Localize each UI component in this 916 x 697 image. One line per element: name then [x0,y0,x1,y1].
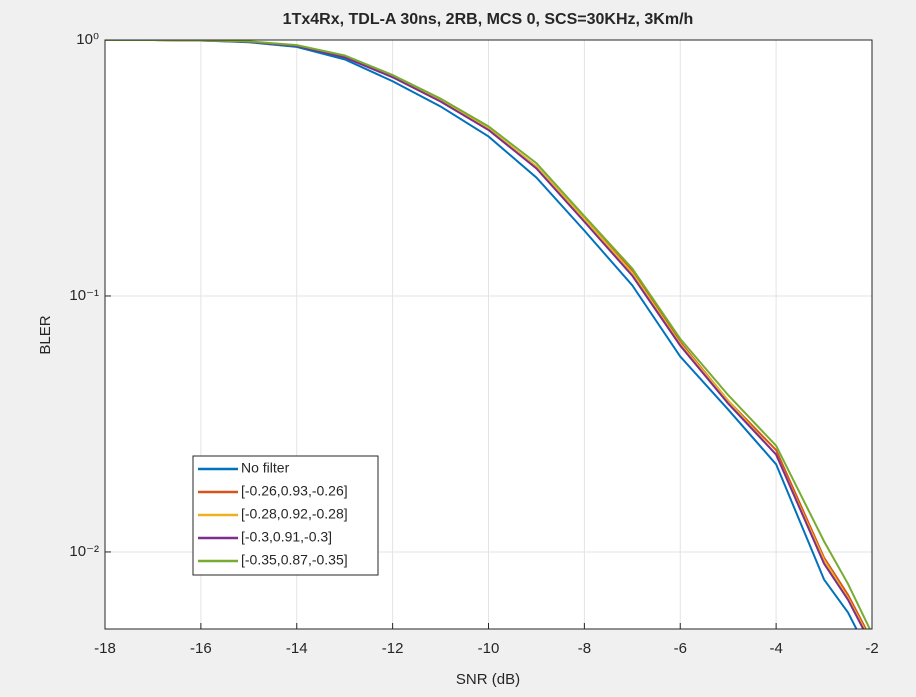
chart-title: 1Tx4Rx, TDL-A 30ns, 2RB, MCS 0, SCS=30KH… [283,11,694,28]
legend-label: [-0.3,0.91,-0.3] [241,529,332,545]
x-tick-label: -16 [190,640,212,657]
x-tick-label: -4 [769,640,782,657]
y-tick-label: 10⁰ [76,31,99,48]
legend-label: [-0.26,0.93,-0.26] [241,483,348,499]
x-tick-label: -2 [865,640,878,657]
y-axis-label: BLER [37,315,54,354]
legend-label: [-0.35,0.87,-0.35] [241,552,348,568]
x-tick-label: -10 [478,640,500,657]
x-tick-label: -18 [94,640,116,657]
axes-box [104,39,873,630]
x-axis-label: SNR (dB) [456,671,520,688]
legend-label: No filter [241,460,290,476]
legend-label: [-0.28,0.92,-0.28] [241,506,348,522]
x-tick-label: -6 [674,640,687,657]
lines [105,40,871,629]
x-tick-label: -8 [578,640,591,657]
y-tick-label: 10⁻² [69,543,99,560]
legend: No filter [-0.26,0.93,-0.26] [-0.28,0.92,-… [192,455,379,576]
y-tick-label: 10⁻¹ [69,287,99,304]
x-tick-label: -12 [382,640,404,657]
series-line [105,40,871,629]
x-tick-label: -14 [286,640,308,657]
